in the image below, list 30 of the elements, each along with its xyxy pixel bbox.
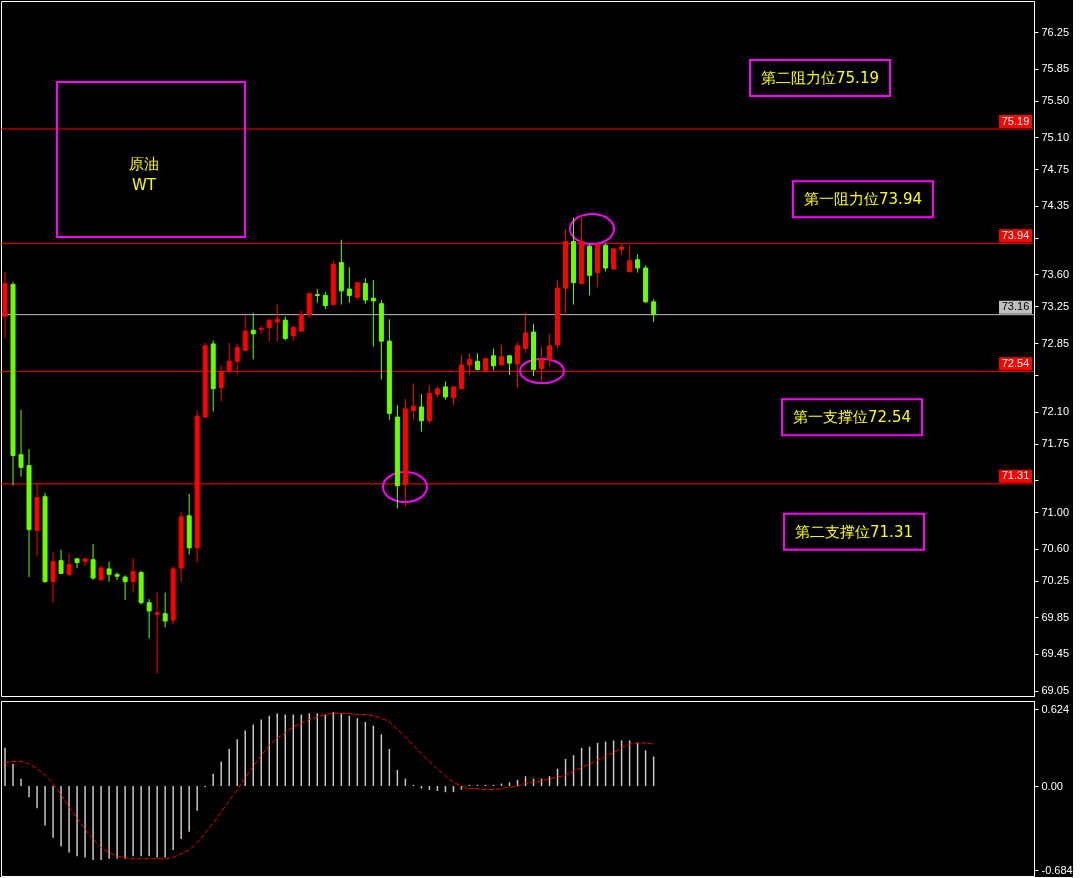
y-tick-label: 76.25: [1041, 25, 1070, 38]
ref-line-label: 75.19: [1001, 114, 1030, 127]
y-tick-label: 70.60: [1041, 542, 1070, 555]
ref-line-label: 73.94: [1001, 228, 1030, 241]
y-tick-label: 0.00: [1041, 779, 1063, 792]
y-tick-label: 69.85: [1041, 610, 1070, 623]
ref-line-label: 73.16: [1001, 300, 1030, 313]
y-tick-label: 72.85: [1041, 336, 1070, 349]
y-tick-label: 75.50: [1041, 94, 1070, 107]
y-tick-label: -0.684: [1041, 863, 1073, 876]
y-tick-label: 74.75: [1041, 162, 1070, 175]
y-tick-label: 0.624: [1041, 702, 1070, 715]
y-tick-label: 75.10: [1041, 130, 1070, 143]
annotation: 第二阻力位75.19: [761, 69, 879, 88]
annotation: 第一阻力位73.94: [804, 190, 922, 209]
y-tick-label: 72.10: [1041, 405, 1070, 418]
y-tick-label: 73.25: [1041, 299, 1070, 312]
y-tick-label: 69.45: [1041, 647, 1070, 660]
annotation: 第一支撑位72.54: [793, 408, 911, 427]
y-tick-label: 75.85: [1041, 62, 1070, 75]
y-tick-label: 74.35: [1041, 199, 1070, 212]
y-tick-label: 73.60: [1041, 267, 1070, 280]
text: 原油 WT: [129, 154, 159, 194]
y-tick-label: 71.00: [1041, 505, 1070, 518]
annotation: 第二支撑位71.31: [795, 522, 913, 541]
ref-line-label: 72.54: [1001, 356, 1030, 369]
y-tick-label: 71.75: [1041, 437, 1070, 450]
y-tick-label: 69.05: [1041, 684, 1070, 697]
ref-line-label: 71.31: [1001, 469, 1030, 482]
y-tick-label: 70.25: [1041, 574, 1070, 587]
